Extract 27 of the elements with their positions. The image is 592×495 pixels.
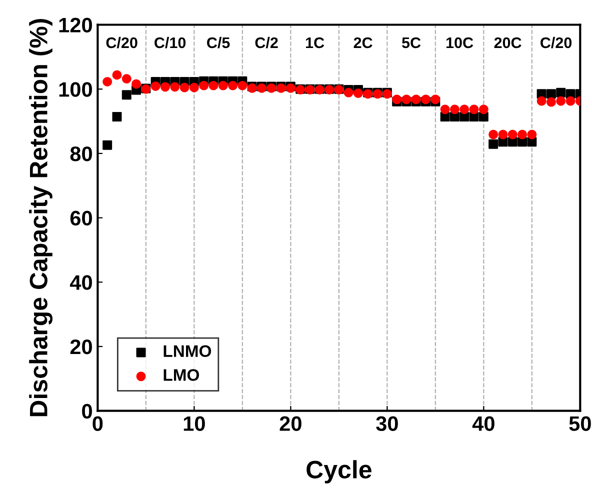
annotation: 20C <box>494 37 522 48</box>
legend-label: LNMO <box>164 345 212 358</box>
y-tick-label: 120 <box>59 18 92 33</box>
y-tick-label: 0 <box>82 404 92 419</box>
annotation: C/5 <box>207 36 230 48</box>
x-tick-label: 50 <box>569 416 591 432</box>
x-tick-label: 10 <box>184 416 205 432</box>
annotation: 1C <box>306 37 324 48</box>
annotation: 10C <box>446 37 474 48</box>
x-axis-title: Cycle <box>306 460 372 484</box>
x-tick-label: 30 <box>376 416 398 432</box>
annotation: C/20 <box>106 36 138 48</box>
x-tick-label: 0 <box>92 416 103 432</box>
annotation: C/2 <box>255 36 278 48</box>
y-axis-title: Discharge Capacity Retention (%) <box>29 18 53 416</box>
x-tick-label: 40 <box>472 416 494 432</box>
legend-label: LMO <box>164 369 200 381</box>
annotation: C/10 <box>154 36 186 48</box>
y-tick-label: 80 <box>70 146 92 162</box>
annotation: C/20 <box>540 36 572 48</box>
y-tick-label: 60 <box>70 210 92 226</box>
y-tick-label: 40 <box>70 275 92 290</box>
annotation: 5C <box>402 37 421 48</box>
y-tick-label: 100 <box>59 82 92 97</box>
annotation: 2C <box>354 37 372 48</box>
x-tick-label: 20 <box>280 416 302 432</box>
y-tick-label: 20 <box>70 340 92 354</box>
